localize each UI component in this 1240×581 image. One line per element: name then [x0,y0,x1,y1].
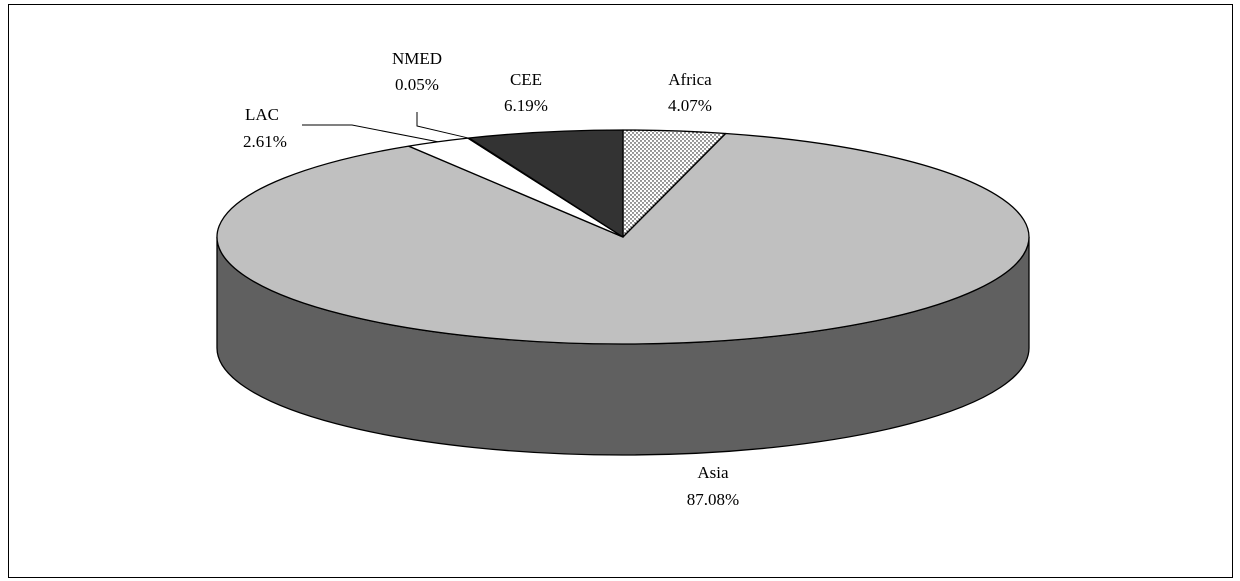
pie-slice-cee [468,129,624,238]
label-lac-value: 2.61% [243,132,287,151]
leader-line-lac [302,124,438,143]
label-cee-name: CEE [510,70,542,89]
pie-slice-asia [216,132,1030,345]
label-cee-value: 6.19% [504,96,548,115]
label-nmed-value: 0.05% [395,75,439,94]
label-asia-value: 87.08% [687,490,739,509]
label-asia-name: Asia [697,463,729,482]
label-africa-value: 4.07% [668,96,712,115]
label-africa-name: Africa [668,70,712,89]
label-nmed-name: NMED [392,49,442,68]
leader-line-nmed [416,112,469,139]
label-lac-name: LAC [245,105,279,124]
